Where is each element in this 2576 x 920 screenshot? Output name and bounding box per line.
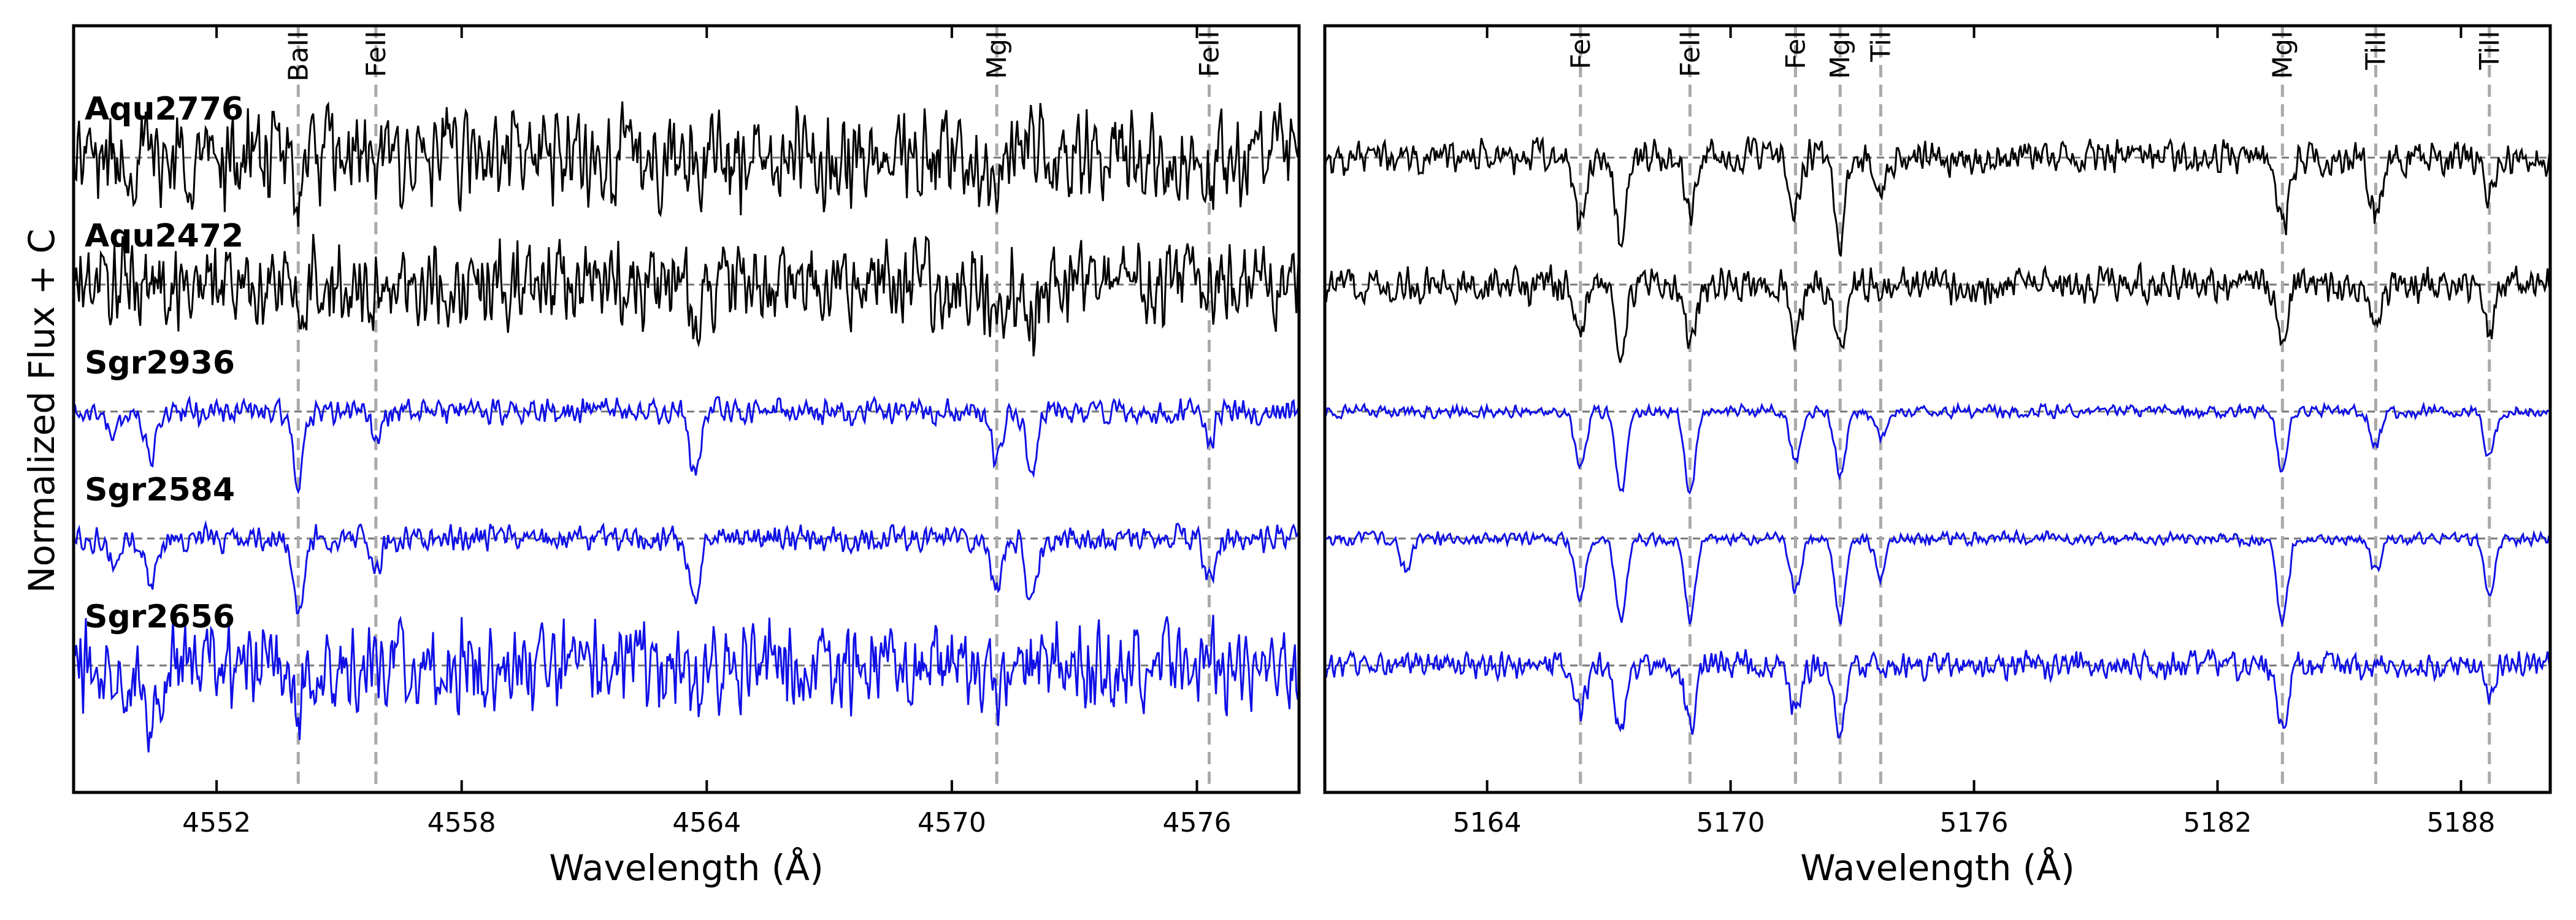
x-tick-label: 4552 (182, 807, 251, 838)
star-label-aqu2776: Aqu2776 (85, 91, 243, 128)
axes-frame (1323, 24, 2552, 794)
line-label-mgi: MgI (1825, 31, 1856, 79)
x-tick-label: 5188 (2426, 807, 2495, 838)
spectrum-aqu2472 (74, 234, 1299, 357)
axes-frame (72, 24, 1301, 794)
star-label-sgr2584: Sgr2584 (85, 472, 235, 508)
x-tick-label: 5170 (1696, 807, 1765, 838)
x-tick-label: 4576 (1163, 807, 1232, 838)
line-label-fei: FeI (1780, 31, 1811, 69)
line-label-feii: FeII (1194, 31, 1225, 77)
x-axis-label: Wavelength (Å) (549, 846, 823, 889)
star-label-sgr2936: Sgr2936 (85, 345, 235, 381)
spectrum-aqu2472 (1325, 261, 2550, 363)
line-label-tiii: TiII (2474, 31, 2505, 71)
x-tick-label: 5182 (2183, 807, 2252, 838)
panels: BaII FeII MgI FeII Aqu2776 Aqu2472 Sgr2936 Sgr2… (72, 24, 2552, 889)
star-label-sgr2656: Sgr2656 (85, 599, 235, 635)
line-label-mgi: MgI (2267, 31, 2298, 79)
x-tick-label: 5176 (1940, 807, 2009, 838)
line-label-tii: TiI (1865, 31, 1896, 63)
spectrum-sgr2936 (1325, 401, 2550, 495)
spectrum-sgr2936 (74, 395, 1299, 494)
x-tick-label: 4570 (918, 807, 986, 838)
x-tick-label: 4564 (672, 807, 741, 838)
line-label-mgi: MgI (981, 31, 1013, 79)
star-label-aqu2472: Aqu2472 (85, 218, 243, 255)
line-label-tiii: TiII (2361, 31, 2392, 71)
spectrum-sgr2656 (1325, 648, 2550, 738)
x-tick-label: 4558 (427, 807, 496, 838)
x-axis-label: Wavelength (Å) (1800, 846, 2074, 889)
x-tick-label: 5164 (1453, 807, 1522, 838)
y-axis-label: Normalized Flux + C (21, 229, 63, 593)
spectrum-aqu2776 (1325, 136, 2550, 257)
line-label-feii: FeII (1674, 31, 1706, 77)
panel-2: FeI FeII FeI MgI TiI MgI TiII TiII 5164 5170 5176 5… (1323, 24, 2552, 889)
panel-1: BaII FeII MgI FeII Aqu2776 Aqu2472 Sgr2936 Sgr2… (72, 24, 1301, 889)
line-label-fei: FeI (1565, 31, 1597, 69)
spectrum-sgr2584 (74, 520, 1299, 615)
spectrum-aqu2776 (74, 101, 1299, 227)
line-label-feii: FeII (361, 31, 392, 77)
line-label-baii: BaII (283, 31, 314, 82)
spectrum-sgr2584 (1325, 528, 2550, 628)
spectrum-sgr2656 (74, 615, 1299, 753)
